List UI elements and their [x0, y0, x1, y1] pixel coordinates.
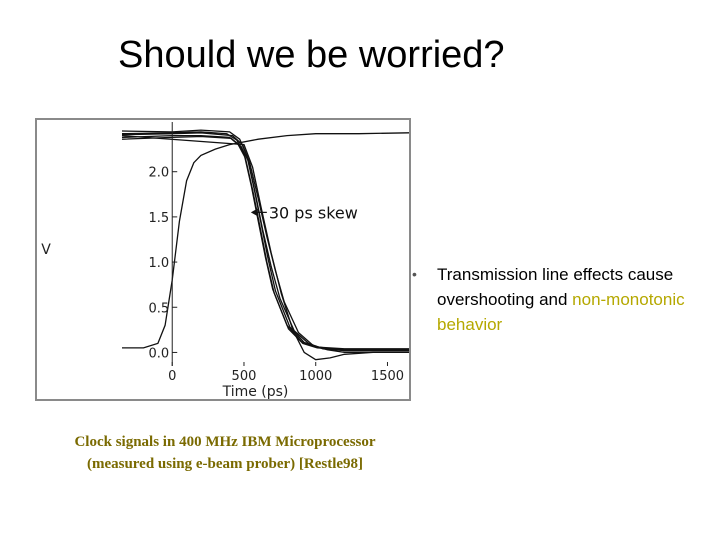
- waveform-trace-4: [121, 135, 409, 352]
- waveform-trace-6: [122, 132, 409, 349]
- y-tick-label-3: 1.5: [149, 211, 170, 226]
- x-tick-label-1: 500: [232, 369, 257, 384]
- skew-arrow-icon: [250, 208, 258, 217]
- x-tick-label-2: 1000: [299, 369, 332, 384]
- waveform-chart: 0.0 0.5 1.0 1.5 2.0 0 500 1000 1500 Time (ps) V 30 …: [41, 122, 409, 399]
- y-axis-label: V: [41, 242, 51, 258]
- bullet-item: Transmission line effects cause overshoo…: [437, 262, 707, 337]
- y-tick-label-1: 0.5: [149, 301, 170, 316]
- waveform-figure: 0.0 0.5 1.0 1.5 2.0 0 500 1000 1500 Time (ps) V 30 …: [35, 118, 411, 401]
- y-tick-label-4: 2.0: [149, 166, 170, 181]
- waveform-trace-7: [121, 134, 409, 361]
- x-tick-label-0: 0: [168, 369, 176, 384]
- slide-title: Should we be worried?: [118, 34, 505, 76]
- y-tick-label-2: 1.0: [149, 256, 170, 271]
- bullet-text-highlight: non-monotonic behavior: [437, 290, 685, 334]
- caption-line-1: Clock signals in 400 MHz IBM Microproces…: [74, 434, 376, 450]
- waveform-trace-3: [121, 129, 409, 352]
- figure-caption: Clock signals in 400 MHz IBM Microproces…: [30, 431, 420, 475]
- x-tick-label-3: 1500: [371, 369, 404, 384]
- bullet-dot-icon: •: [412, 266, 417, 282]
- caption-line-2: (measured using e-beam prober) [Restle98…: [86, 456, 364, 472]
- x-axis-label: Time (ps): [222, 384, 289, 399]
- skew-annotation: 30 ps skew: [269, 203, 358, 222]
- bullet-text-main: Transmission line effects cause overshoo…: [437, 265, 674, 309]
- y-tick-label-0: 0.0: [149, 346, 170, 361]
